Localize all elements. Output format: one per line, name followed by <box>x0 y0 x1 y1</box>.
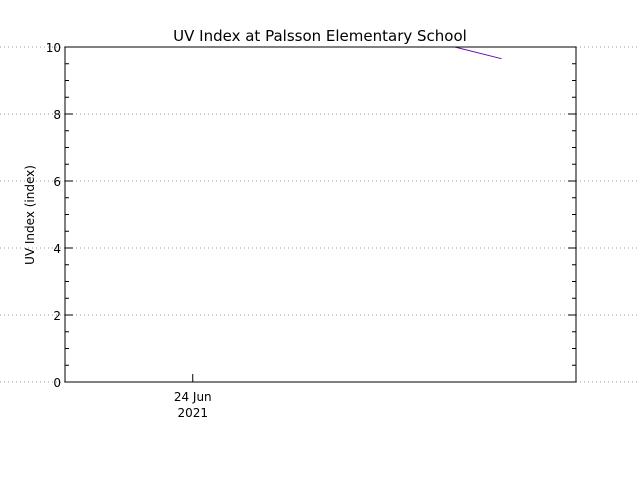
series-layer <box>454 46 502 60</box>
series-line-0 <box>454 46 502 60</box>
axes: 0 2 4 6 8 10 24 Jun 2021 <box>46 41 576 420</box>
y-tick-label-6: 6 <box>53 175 61 189</box>
grid-lines <box>0 46 640 383</box>
chart-title: UV Index at Palsson Elementary School <box>173 27 467 45</box>
x-tick-year-0: 2021 <box>177 406 208 420</box>
y-tick-label-2: 2 <box>53 309 61 323</box>
y-axis-label: UV Index (index) <box>23 165 37 265</box>
y-tick-label-8: 8 <box>53 108 61 122</box>
plot-frame <box>64 46 577 383</box>
x-tick-label-0: 24 Jun <box>174 390 212 404</box>
y-tick-label-0: 0 <box>53 376 61 390</box>
y-tick-label-4: 4 <box>53 242 61 256</box>
y-tick-label-10: 10 <box>46 41 61 55</box>
